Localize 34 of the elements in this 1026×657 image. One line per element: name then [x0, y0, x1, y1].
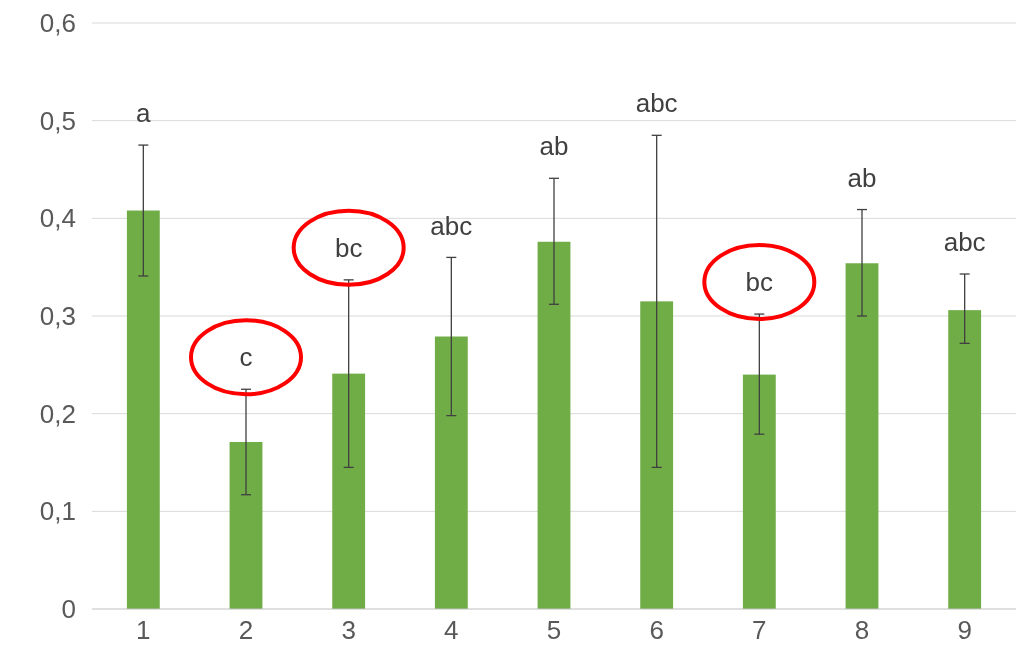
bar — [742, 374, 776, 609]
annotation: bc — [334, 232, 363, 263]
x-tick-label: 3 — [341, 615, 356, 645]
x-tick-label: 1 — [136, 615, 151, 645]
x-tick-label: 9 — [957, 615, 972, 645]
bar — [126, 210, 160, 609]
bar — [845, 263, 879, 609]
annotation: c — [239, 342, 253, 373]
bar — [537, 241, 571, 609]
annotation: bc — [745, 267, 774, 298]
annotation: ab — [539, 131, 569, 162]
bar — [948, 310, 982, 609]
y-tick-label: 0,4 — [39, 203, 76, 234]
annotation: abc — [943, 227, 986, 258]
x-tick-label: 5 — [546, 615, 562, 645]
x-tick-label: 6 — [649, 615, 664, 645]
y-tick-label: 0,5 — [39, 105, 76, 136]
x-tick-label: 4 — [444, 615, 459, 645]
x-tick-label: 8 — [854, 615, 870, 645]
y-tick-label: 0 — [61, 594, 76, 625]
bar — [229, 441, 263, 609]
x-tick-label: 2 — [238, 615, 254, 645]
y-tick-label: 0,2 — [39, 398, 76, 429]
annotation: abc — [430, 210, 473, 241]
y-tick-label: 0,3 — [39, 301, 76, 332]
y-tick-label: 0,1 — [39, 496, 76, 527]
bar — [640, 301, 674, 609]
annotation: a — [136, 98, 152, 129]
y-tick-label: 0,6 — [39, 8, 76, 39]
annotation: abc — [635, 88, 678, 119]
x-tick-label: 7 — [752, 615, 767, 645]
annotation: ab — [847, 162, 877, 193]
bar — [332, 373, 366, 609]
bar — [434, 336, 468, 609]
